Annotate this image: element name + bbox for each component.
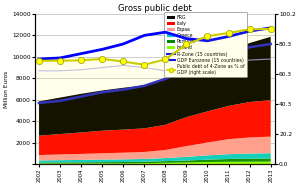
Y-axis label: Million Euros: Million Euros	[4, 70, 9, 108]
Title: Gross public debt: Gross public debt	[118, 4, 192, 13]
Legend: FRG, Italy, Espaa, Greece, Portugal, Ireland, R-Zone (15 countries), GDP Eurozon: FRG, Italy, Espaa, Greece, Portugal, Ire…	[164, 12, 247, 77]
